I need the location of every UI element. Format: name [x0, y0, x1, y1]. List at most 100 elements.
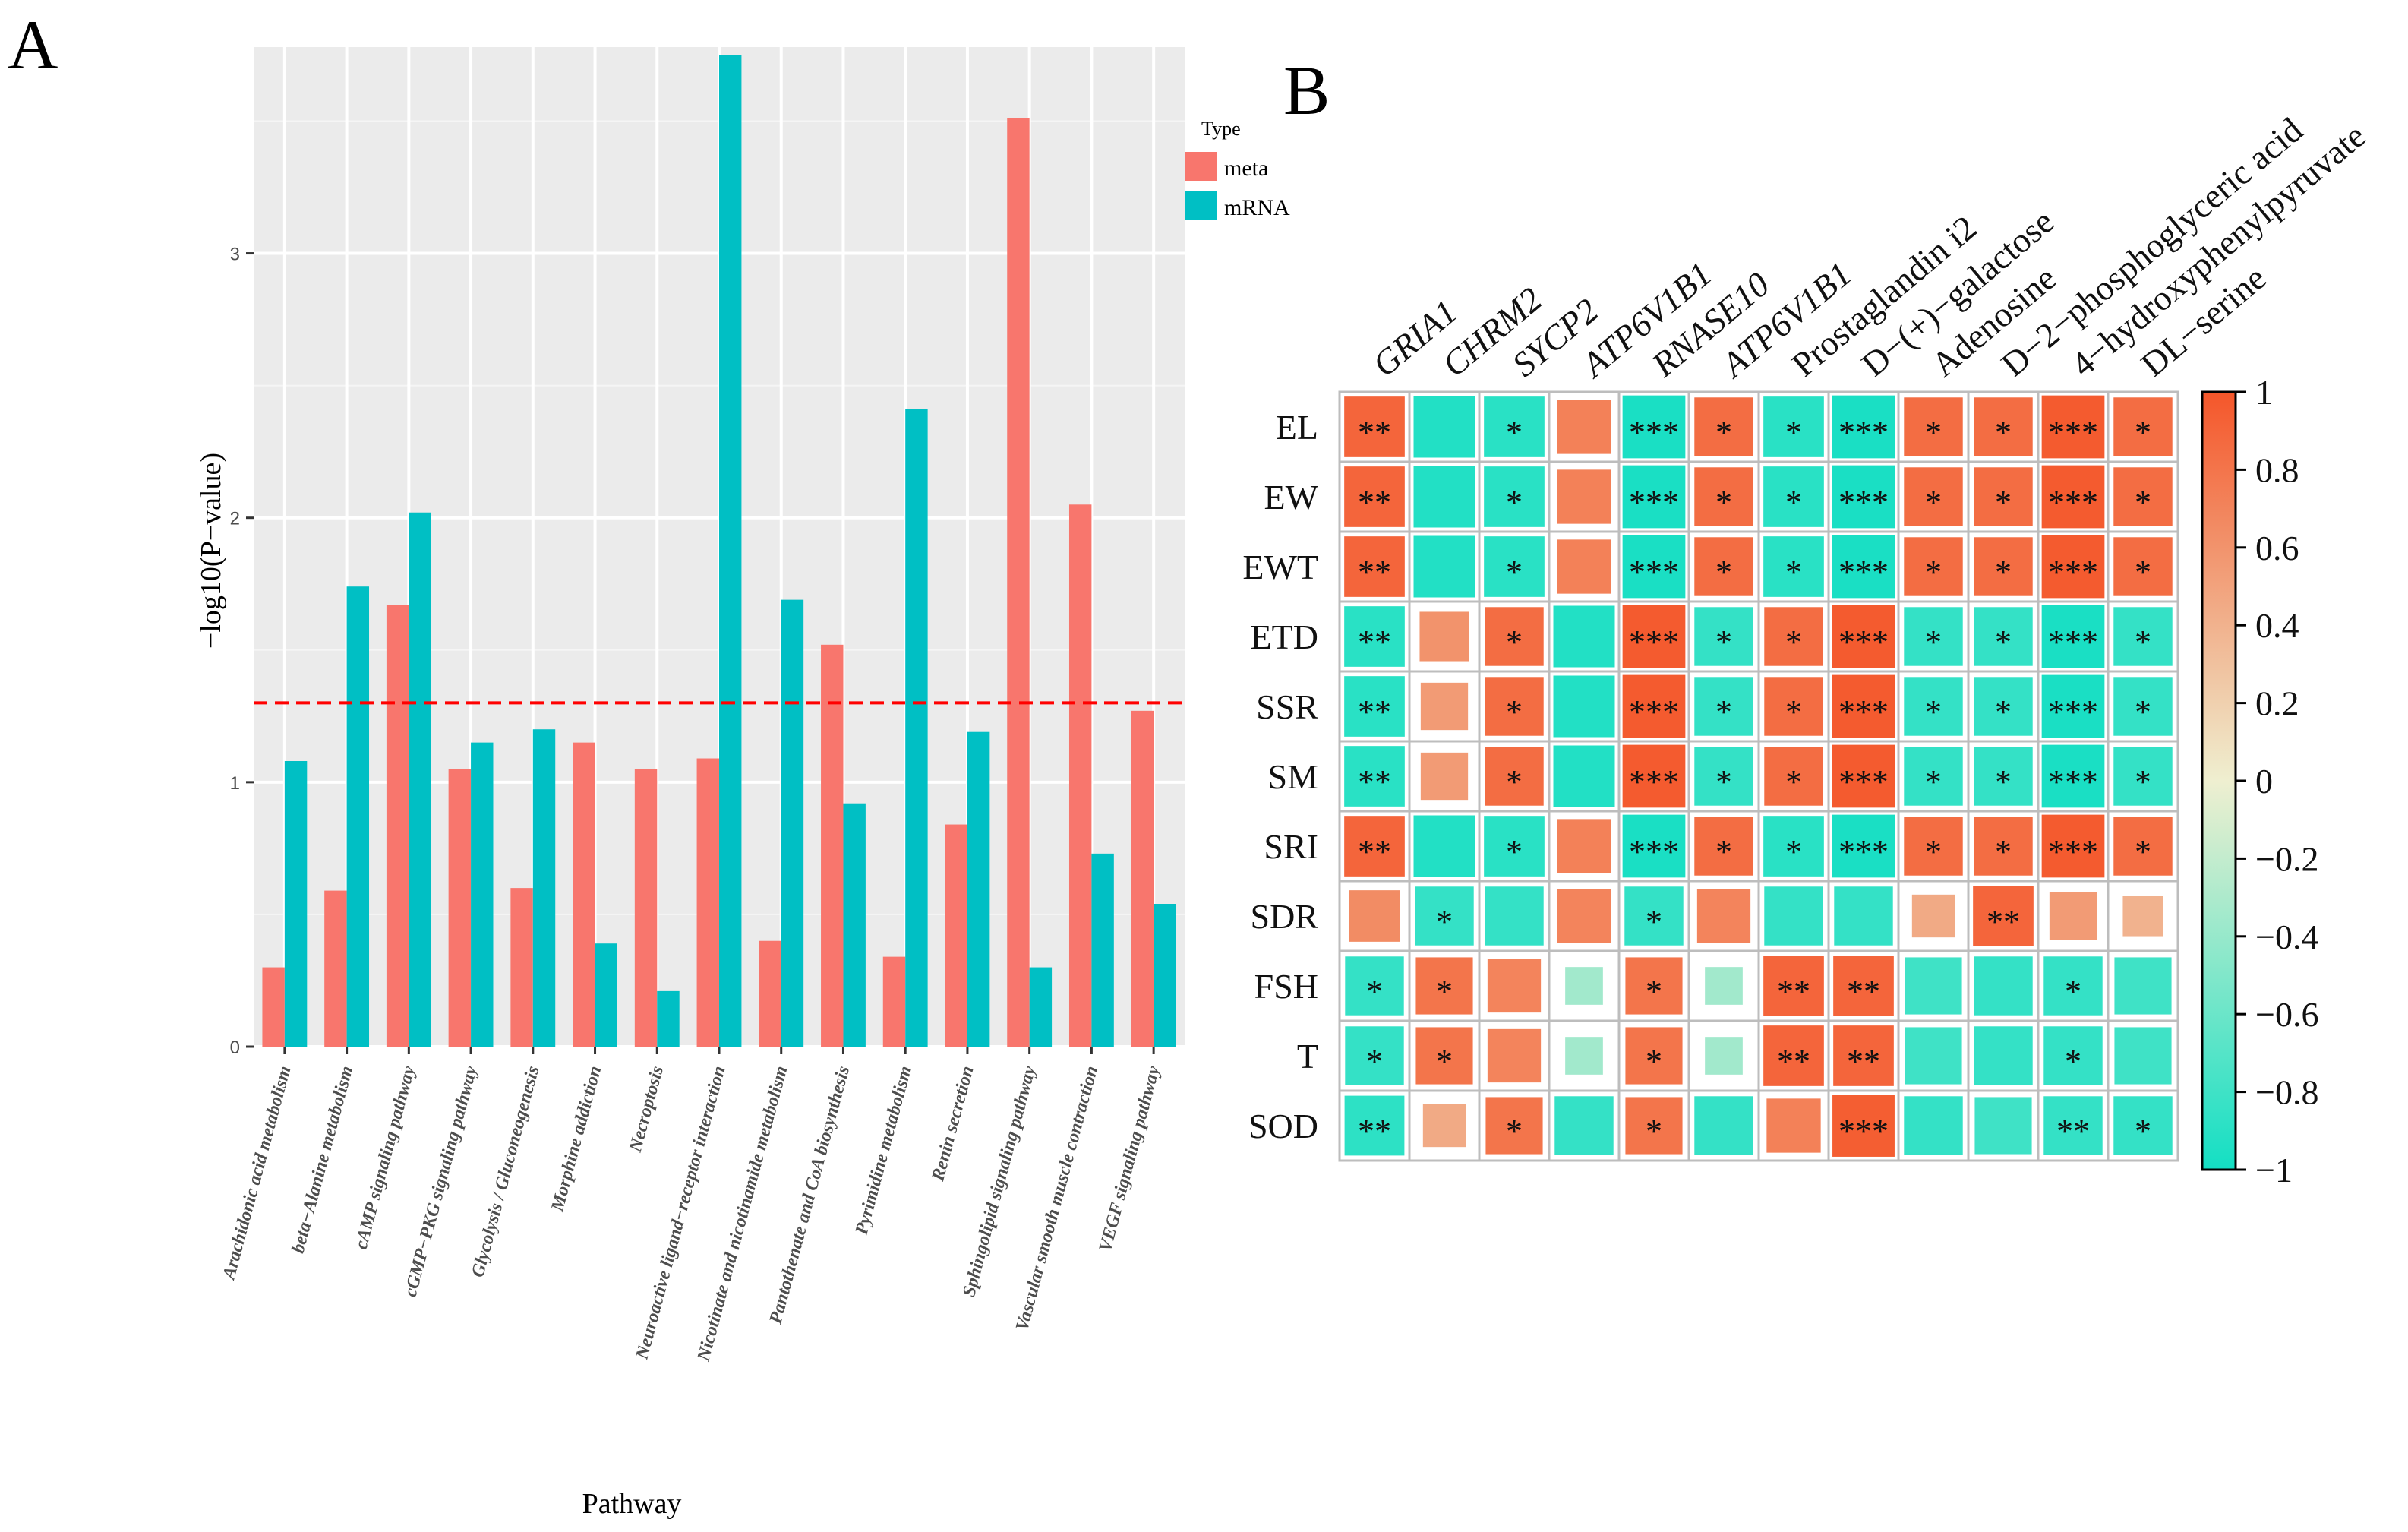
significance-mark: * — [1366, 973, 1383, 1010]
heatmap-cell-el-9 — [1974, 397, 2033, 456]
heatmap-cell-sm-10 — [2041, 744, 2105, 808]
heatmap-cell-fsh-5 — [1705, 967, 1743, 1005]
y-tick-label: 3 — [230, 245, 240, 265]
heatmap-cell-sdr-2 — [1485, 886, 1544, 946]
heatmap-cell-t-0 — [1345, 1026, 1404, 1085]
heatmap-cell-etd-3 — [1553, 605, 1615, 668]
heatmap-cell-etd-11 — [2113, 607, 2173, 666]
row-labels: EL EW EWT ETD SSR SM SRI SDR FSH T SOD — [1242, 408, 1318, 1145]
row-label: SRI — [1264, 827, 1318, 866]
significance-mark: * — [1506, 624, 1523, 661]
heatmap-grid — [1338, 390, 2179, 1162]
bar-meta-5 — [573, 742, 595, 1047]
x-tick-label: cAMP signaling pathway — [352, 1063, 420, 1251]
colorbar: 1 0.8 0.6 0.4 0.2 0 −0.2 −0.4 −0.6 −0.8 −1 — [2201, 373, 2318, 1189]
bar-mrna-12 — [1029, 967, 1053, 1047]
bar-mrna-0 — [284, 761, 308, 1047]
x-tick-label: Necroptosis — [626, 1064, 667, 1155]
heatmap-cell-etd-8 — [1904, 607, 1963, 666]
significance-mark: ** — [1358, 693, 1391, 731]
colorbar-tick-label: 0.4 — [2255, 606, 2299, 645]
significance-mark: * — [1925, 414, 1942, 451]
heatmap-cell-fsh-7 — [1833, 956, 1894, 1016]
bar-meta-12 — [1007, 118, 1030, 1047]
heatmap-cell-ssr-9 — [1974, 677, 2033, 736]
significance-mark: * — [1715, 763, 1732, 801]
significance-mark: ** — [2056, 1113, 2090, 1150]
bar-meta-7 — [696, 758, 719, 1047]
heatmap-cell-fsh-4 — [1625, 957, 1683, 1015]
heatmap-cell-sri-11 — [2113, 817, 2173, 876]
heatmap-cell-fsh-1 — [1415, 957, 1473, 1015]
bar-meta-9 — [821, 644, 844, 1047]
heatmap-cell-ewt-11 — [2113, 537, 2173, 596]
row-label: SSR — [1256, 687, 1318, 726]
significance-mark: * — [1995, 693, 2012, 731]
heatmap-cell-sod-10 — [2043, 1096, 2103, 1155]
significance-mark: * — [1925, 554, 1942, 591]
heatmap-cell-t-8 — [1905, 1027, 1962, 1085]
significance-mark: * — [1506, 833, 1523, 870]
heatmap-cell-ssr-3 — [1553, 675, 1615, 738]
significance-mark: * — [1785, 693, 1802, 731]
significance-mark: * — [1715, 693, 1732, 731]
bar-mrna-9 — [843, 803, 866, 1047]
heatmap-cell-sod-11 — [2113, 1096, 2173, 1155]
heatmap-cell-sm-2 — [1485, 747, 1544, 806]
significance-mark: *** — [1838, 624, 1889, 661]
heatmap-cell-fsh-11 — [2114, 957, 2172, 1015]
row-label: SOD — [1248, 1107, 1318, 1145]
heatmap-cell-ew-5 — [1694, 467, 1753, 526]
heatmap-cell-sm-9 — [1974, 747, 2033, 806]
heatmap-cell-sm-0 — [1344, 746, 1405, 807]
heatmap-cell-el-7 — [1832, 395, 1895, 459]
significance-mark: * — [2135, 1113, 2151, 1150]
x-tick-label: Sphingolipid signaling pathway — [959, 1063, 1040, 1299]
significance-mark: * — [1506, 414, 1523, 451]
heatmap-cell-ssr-6 — [1764, 677, 1823, 736]
panel-b-label: B — [1283, 52, 1330, 129]
significance-mark: * — [1785, 414, 1802, 451]
bar-meta-0 — [262, 967, 285, 1047]
heatmap-cell-sdr-6 — [1764, 886, 1823, 946]
legend: Type meta mRNA — [1185, 118, 1290, 220]
x-axis-ticks: Arachidonic acid metabolismbeta−Alanine … — [219, 1047, 1164, 1364]
heatmap-cell-ewt-2 — [1484, 536, 1545, 597]
significance-mark: * — [2065, 973, 2081, 1010]
heatmap-cell-sm-11 — [2113, 747, 2173, 806]
heatmap-cell-el-2 — [1484, 396, 1545, 457]
colorbar-tick-label: −1 — [2255, 1151, 2293, 1189]
significance-mark: *** — [1629, 624, 1679, 661]
heatmap-cell-sdr-4 — [1624, 886, 1684, 946]
significance-mark: *** — [1838, 763, 1889, 801]
heatmap-cell-ssr-0 — [1344, 676, 1405, 737]
row-label: ETD — [1251, 618, 1318, 656]
significance-mark: * — [1925, 833, 1942, 870]
significance-mark: *** — [1629, 693, 1679, 731]
heatmap-cell-sri-2 — [1484, 816, 1545, 877]
heatmap-cell-ewt-6 — [1763, 536, 1824, 597]
heatmap-cell-el-8 — [1904, 397, 1963, 456]
significance-mark: *** — [1838, 554, 1889, 591]
legend-key-mrna — [1185, 191, 1217, 220]
x-tick-label: Morphine addiction — [548, 1064, 605, 1215]
heatmap-cell-sod-0 — [1344, 1095, 1405, 1156]
significance-mark: ** — [1847, 973, 1880, 1010]
bar-meta-14 — [1131, 710, 1154, 1047]
significance-mark: ** — [1847, 1043, 1880, 1080]
heatmap-cell-sod-2 — [1485, 1097, 1543, 1155]
significance-mark: * — [1925, 484, 1942, 521]
colorbar-tick-label: −0.6 — [2255, 995, 2318, 1034]
legend-label-meta: meta — [1224, 156, 1268, 181]
significance-mark: * — [1506, 484, 1523, 521]
bar-mrna-5 — [595, 943, 617, 1047]
significance-mark: * — [1995, 763, 2012, 801]
heatmap-cell-ew-4 — [1622, 465, 1686, 529]
heatmap-cell-ssr-5 — [1694, 677, 1753, 736]
column-label: 4−hydroxyphenylpyruvate — [2064, 116, 2373, 384]
heatmap-cell-sri-7 — [1832, 814, 1895, 878]
heatmap-cell-sod-8 — [1904, 1096, 1963, 1155]
row-label: SDR — [1251, 897, 1319, 936]
significance-mark: *** — [1838, 693, 1889, 731]
heatmap-cell-el-4 — [1622, 395, 1686, 459]
